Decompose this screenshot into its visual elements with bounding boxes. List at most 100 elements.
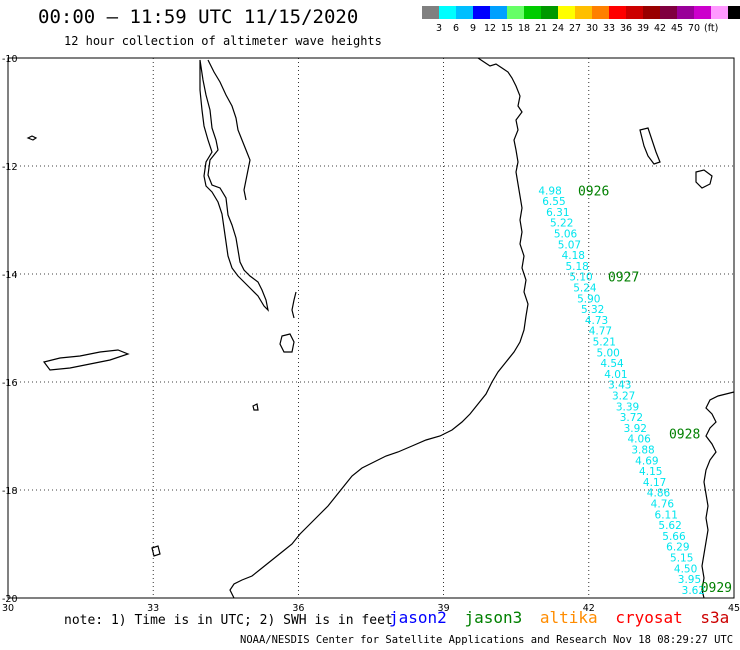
- scale-tick-label: 12: [484, 23, 496, 34]
- satellite-jason3: jason3: [464, 608, 523, 627]
- lake-left-small: [26, 135, 38, 141]
- map-title: 00:00 — 11:59 UTC 11/15/2020: [38, 6, 359, 28]
- color-scale-legend: 3 6 9 12 15 18 21 24 27 30 33 36 39 42 45 70 (ft): [422, 6, 740, 34]
- wave-height-value: 4.50: [674, 563, 697, 575]
- lake-chilwa: [279, 333, 295, 353]
- satellite-jason2: jason2: [389, 608, 447, 627]
- scale-swatch: [660, 6, 677, 19]
- wave-height-value: 4.01: [604, 369, 627, 381]
- scale-swatch: [609, 6, 626, 19]
- scale-tick-label: 24: [552, 23, 564, 34]
- lat-tick-label: -14: [2, 270, 18, 281]
- wave-height-value: 4.77: [589, 326, 612, 338]
- coastlines: [26, 57, 735, 599]
- scale-swatch: [541, 6, 558, 19]
- wave-height-value: 6.11: [655, 509, 678, 521]
- lat-tick-label: -16: [2, 378, 18, 389]
- wave-height-value: 5.62: [658, 520, 681, 532]
- scale-swatch: [677, 6, 694, 19]
- wave-height-value: 4.18: [562, 250, 585, 262]
- wave-height-value: 3.27: [612, 391, 635, 403]
- scale-swatch: [439, 6, 456, 19]
- scale-tick-label: 70: [688, 23, 700, 34]
- lat-tick-label: -12: [2, 162, 18, 173]
- lon-tick-label: 30: [2, 603, 14, 614]
- wave-height-value: 5.18: [565, 261, 588, 273]
- track-time-label: 0927: [608, 271, 639, 286]
- wave-height-value: 5.21: [593, 337, 616, 349]
- scale-unit: (ft): [704, 23, 718, 34]
- track-time-label: 0929: [701, 581, 732, 596]
- wave-height-value: 4.76: [651, 499, 675, 511]
- lon-tick-label: 36: [292, 603, 304, 614]
- wave-height-value: 3.72: [620, 412, 643, 424]
- scale-tick-label: 36: [620, 23, 632, 34]
- wave-height-value: 4.98: [538, 185, 561, 197]
- wave-height-value: 5.15: [670, 553, 693, 565]
- lon-tick-label: 39: [438, 603, 450, 614]
- satellite-cryosat: cryosat: [615, 608, 683, 627]
- scale-swatch: [507, 6, 524, 19]
- wave-height-value: 5.66: [662, 531, 686, 543]
- scale-swatch: [694, 6, 711, 19]
- scale-swatch: [558, 6, 575, 19]
- map-grid: [7, 57, 735, 599]
- lat-tick-label: -18: [2, 486, 18, 497]
- wave-height-value: 3.88: [631, 445, 654, 457]
- wave-height-value: 4.06: [627, 434, 651, 446]
- lat-tick-label: -10: [2, 54, 18, 65]
- satellite-legend: jason2 jason3 altika cryosat s3a: [389, 608, 737, 627]
- scale-swatch: [490, 6, 507, 19]
- scale-swatch: [711, 6, 728, 19]
- mozambique-coastline: [229, 57, 529, 599]
- map-frame: [7, 57, 735, 599]
- wave-height-value: 5.24: [573, 283, 597, 295]
- wave-height-value: 4.69: [635, 455, 658, 467]
- small-lake-2: [151, 545, 161, 557]
- wave-height-value: 3.62: [682, 585, 705, 597]
- wave-height-value: 5.32: [581, 304, 604, 316]
- wave-height-value: 5.22: [550, 218, 573, 230]
- wave-height-value: 3.43: [608, 380, 631, 392]
- map-subtitle: 12 hour collection of altimeter wave hei…: [64, 34, 382, 48]
- wave-height-value: 4.54: [600, 358, 624, 370]
- wave-height-value: 4.17: [643, 477, 666, 489]
- mayotte-island: [695, 169, 713, 189]
- footer-credit: NOAA/NESDIS Center for Satellite Applica…: [240, 634, 740, 646]
- lon-tick-label: 42: [583, 603, 595, 614]
- wave-height-value: 4.73: [585, 315, 608, 327]
- scale-swatch: [592, 6, 609, 19]
- axis-tick-labels: 30 33 36 39 42 45 -10 -12 -14 -16 -18 -20: [2, 54, 740, 614]
- wave-height-value: 5.90: [577, 293, 600, 305]
- scale-tick-label: 27: [569, 23, 581, 34]
- lat-tick-label: -20: [2, 594, 18, 605]
- lake-kariba: [42, 349, 130, 371]
- wave-height-value: 3.39: [616, 401, 639, 413]
- track-time-labels: 0926 0927 0928 0929: [578, 184, 732, 596]
- scale-swatch: [728, 6, 740, 19]
- scale-tick-label: 6: [453, 23, 459, 34]
- madagascar-coastline: [701, 391, 735, 599]
- scale-swatch: [643, 6, 660, 19]
- scale-tick-label: 45: [671, 23, 683, 34]
- wave-height-value: 5.00: [596, 347, 619, 359]
- small-lake-1: [252, 403, 259, 411]
- scale-tick-label: 21: [535, 23, 547, 34]
- track-time-label: 0928: [669, 427, 700, 442]
- wave-height-value: 5.06: [554, 229, 578, 241]
- wave-height-value: 5.10: [569, 272, 592, 284]
- lake-malawi-outline: [199, 59, 269, 312]
- scale-tick-label: 9: [470, 23, 476, 34]
- scale-tick-label: 3: [436, 23, 442, 34]
- wave-height-value: 6.31: [546, 207, 569, 219]
- lon-tick-label: 33: [147, 603, 159, 614]
- scale-swatch: [473, 6, 490, 19]
- scale-tick-label: 18: [518, 23, 530, 34]
- wave-height-value: 6.29: [666, 542, 689, 554]
- shire-river: [291, 291, 297, 319]
- altimeter-track: 4.986.556.315.225.065.074.185.185.105.24…: [538, 185, 705, 597]
- scale-swatch: [626, 6, 643, 19]
- lon-tick-label: 45: [728, 603, 740, 614]
- wave-height-value: 3.92: [624, 423, 647, 435]
